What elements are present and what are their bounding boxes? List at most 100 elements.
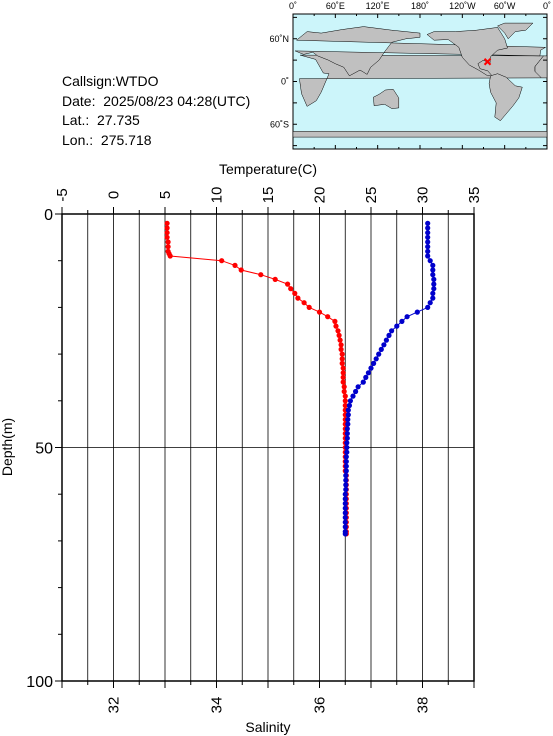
- land-shape: [426, 27, 508, 77]
- salinity-point: [430, 272, 436, 278]
- temperature-point: [164, 225, 170, 231]
- salinity-point: [427, 258, 433, 264]
- land-shape: [295, 26, 547, 77]
- salinity-point: [344, 435, 350, 441]
- land-shape: [534, 55, 548, 79]
- top-axis-title: Temperature(C): [219, 161, 317, 177]
- salinity-point: [425, 239, 431, 245]
- salinity-point: [350, 393, 356, 399]
- temperature-tick-label: 20: [312, 187, 329, 204]
- salinity-tick-label: 38: [415, 697, 432, 714]
- temperature-point: [232, 262, 238, 268]
- salinity-point: [345, 407, 351, 413]
- salinity-point: [342, 496, 348, 502]
- temperature-tick-label: 5: [157, 191, 174, 199]
- temperature-point: [165, 239, 171, 245]
- temperature-point: [167, 253, 173, 259]
- salinity-point: [344, 426, 350, 432]
- salinity-point: [383, 337, 389, 343]
- land-shape: [292, 131, 548, 138]
- salinity-point: [425, 220, 431, 226]
- temperature-tick-label: 10: [209, 187, 226, 204]
- salinity-point: [430, 267, 436, 273]
- salinity-point: [342, 510, 348, 516]
- map-lon-label: 0˚: [289, 1, 297, 11]
- temperature-point: [340, 379, 346, 385]
- salinity-point: [373, 356, 379, 362]
- land-shape: [488, 73, 523, 122]
- map-ticks: [292, 14, 548, 149]
- temperature-point: [333, 323, 339, 329]
- chart-series: [164, 220, 437, 537]
- salinity-point: [345, 412, 351, 418]
- map-lat-label: 60˚S: [270, 119, 289, 129]
- temperature-tick-label: 25: [363, 187, 380, 204]
- temperature-point: [164, 220, 170, 226]
- map-lon-label: 0˚: [543, 1, 551, 11]
- salinity-point: [343, 463, 349, 469]
- salinity-point: [343, 477, 349, 483]
- salinity-point: [389, 328, 395, 334]
- land-shape: [497, 22, 534, 40]
- map-lon-label: 60˚E: [326, 1, 345, 11]
- salinity-point: [381, 342, 387, 348]
- salinity-point: [430, 295, 436, 301]
- temperature-point: [285, 281, 291, 287]
- salinity-point: [343, 486, 349, 493]
- salinity-point: [427, 300, 433, 306]
- salinity-point: [343, 454, 349, 460]
- salinity-point: [363, 374, 369, 380]
- temperature-point: [306, 304, 312, 310]
- latitude-text: Lat.: 27.735: [62, 112, 140, 128]
- temperature-point: [325, 314, 331, 320]
- salinity-point: [431, 276, 437, 282]
- map-tick-labels: 0˚ 60˚E 120˚E 180˚ 120˚W 60˚W 0˚ 60˚N 0˚ 60˚S: [269, 1, 551, 129]
- temperature-point: [335, 328, 341, 334]
- temperature-point: [219, 258, 225, 264]
- temperature-point: [316, 309, 323, 315]
- temperature-tick-label: -5: [54, 188, 71, 201]
- temperature-point: [338, 346, 344, 352]
- salinity-point: [355, 384, 361, 390]
- temperature-point: [339, 360, 345, 366]
- salinity-tick-label: 32: [106, 697, 123, 714]
- salinity-point: [342, 524, 348, 530]
- map-lon-label: 60˚W: [494, 1, 516, 11]
- longitude-text: Lon.: 275.718: [62, 131, 152, 148]
- chart-grid: [62, 214, 474, 681]
- salinity-point: [342, 491, 348, 497]
- salinity-point: [378, 346, 384, 352]
- depth-tick-label: 0: [44, 207, 53, 224]
- salinity-point: [365, 370, 371, 376]
- salinity-point: [346, 402, 352, 409]
- temperature-point: [338, 342, 344, 348]
- salinity-point: [342, 531, 348, 537]
- salinity-point: [425, 225, 431, 231]
- salinity-point: [430, 262, 436, 268]
- salinity-point: [430, 290, 436, 296]
- salinity-point: [431, 281, 437, 287]
- salinity-point: [344, 449, 350, 455]
- temperature-point: [272, 276, 278, 282]
- temperature-point: [292, 290, 298, 296]
- salinity-point: [371, 360, 377, 366]
- salinity-point: [425, 253, 431, 259]
- map-lat-label: 0˚: [281, 77, 289, 87]
- salinity-tick-label: 36: [312, 697, 329, 714]
- temperature-tick-label: 35: [466, 187, 483, 204]
- temperature-tick-label: 15: [260, 187, 277, 204]
- salinity-point: [345, 421, 351, 427]
- temperature-point: [238, 267, 244, 273]
- salinity-point: [425, 244, 431, 250]
- salinity-point: [342, 519, 348, 525]
- station-marker-cross: [483, 58, 492, 66]
- salinity-point: [342, 500, 348, 507]
- temperature-point: [295, 295, 301, 301]
- salinity-point: [425, 234, 431, 240]
- station-marker: [483, 58, 492, 66]
- temperature-point: [340, 374, 346, 380]
- temperature-tick-label: 0: [106, 191, 123, 199]
- temperature-point: [164, 230, 170, 236]
